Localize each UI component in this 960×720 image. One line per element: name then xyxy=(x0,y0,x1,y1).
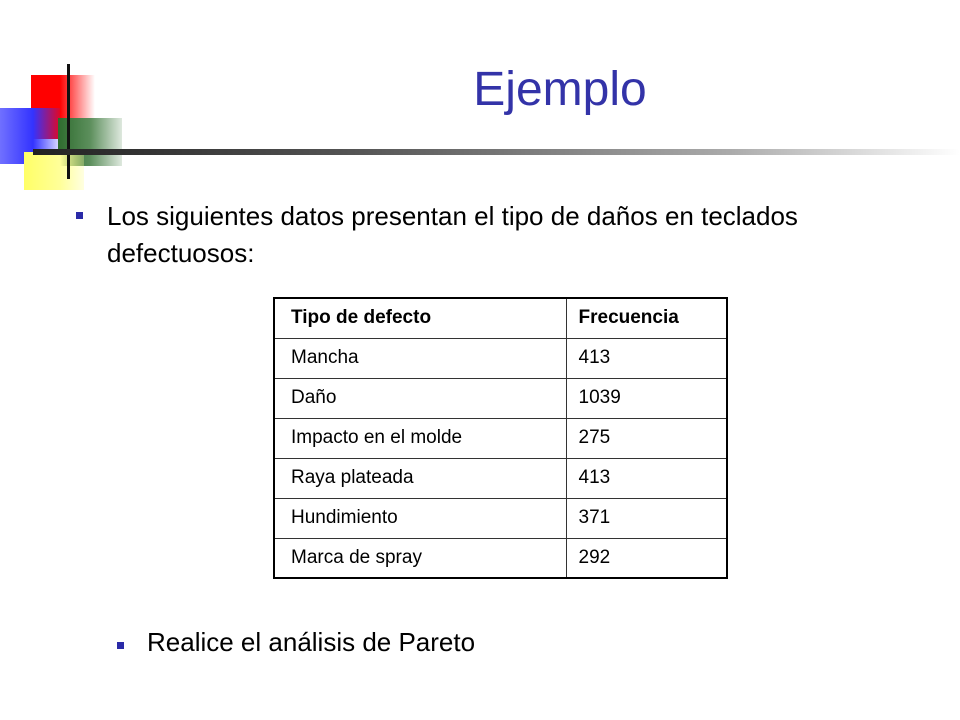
header-frecuencia: Frecuencia xyxy=(565,297,728,339)
table-row: Hundimiento 371 xyxy=(273,497,728,539)
cell-frecuencia: 413 xyxy=(565,457,728,499)
header-tipo: Tipo de defecto xyxy=(273,297,567,339)
bullet-1: Los siguientes datos presentan el tipo d… xyxy=(76,198,856,272)
cell-tipo: Mancha xyxy=(273,337,567,379)
cell-frecuencia: 413 xyxy=(565,337,728,379)
cell-frecuencia: 1039 xyxy=(565,377,728,419)
cell-tipo: Raya plateada xyxy=(273,457,567,499)
cell-frecuencia: 371 xyxy=(565,497,728,539)
cell-tipo: Marca de spray xyxy=(273,537,567,579)
cell-frecuencia: 275 xyxy=(565,417,728,459)
vertical-rule xyxy=(67,64,70,179)
cell-tipo: Daño xyxy=(273,377,567,419)
cell-tipo: Impacto en el molde xyxy=(273,417,567,459)
cell-tipo: Hundimiento xyxy=(273,497,567,539)
table-header-row: Tipo de defecto Frecuencia xyxy=(273,297,728,339)
defects-table: Tipo de defecto Frecuencia Mancha 413 Da… xyxy=(273,297,728,579)
table-row: Impacto en el molde 275 xyxy=(273,417,728,459)
bullet-square-icon xyxy=(117,642,124,649)
bullet-square-icon xyxy=(76,212,83,219)
slide-title: Ejemplo xyxy=(473,63,647,116)
bullet-2-text: Realice el análisis de Pareto xyxy=(147,627,476,657)
title-underline xyxy=(33,149,960,155)
decorative-squares xyxy=(0,0,140,200)
bullet-1-text: Los siguientes datos presentan el tipo d… xyxy=(107,201,798,268)
table-row: Raya plateada 413 xyxy=(273,457,728,499)
cell-frecuencia: 292 xyxy=(565,537,728,579)
table-row: Mancha 413 xyxy=(273,337,728,379)
table-row: Daño 1039 xyxy=(273,377,728,419)
table-row: Marca de spray 292 xyxy=(273,537,728,579)
bullet-2: Realice el análisis de Pareto xyxy=(117,624,817,661)
yellow-square xyxy=(24,152,84,190)
